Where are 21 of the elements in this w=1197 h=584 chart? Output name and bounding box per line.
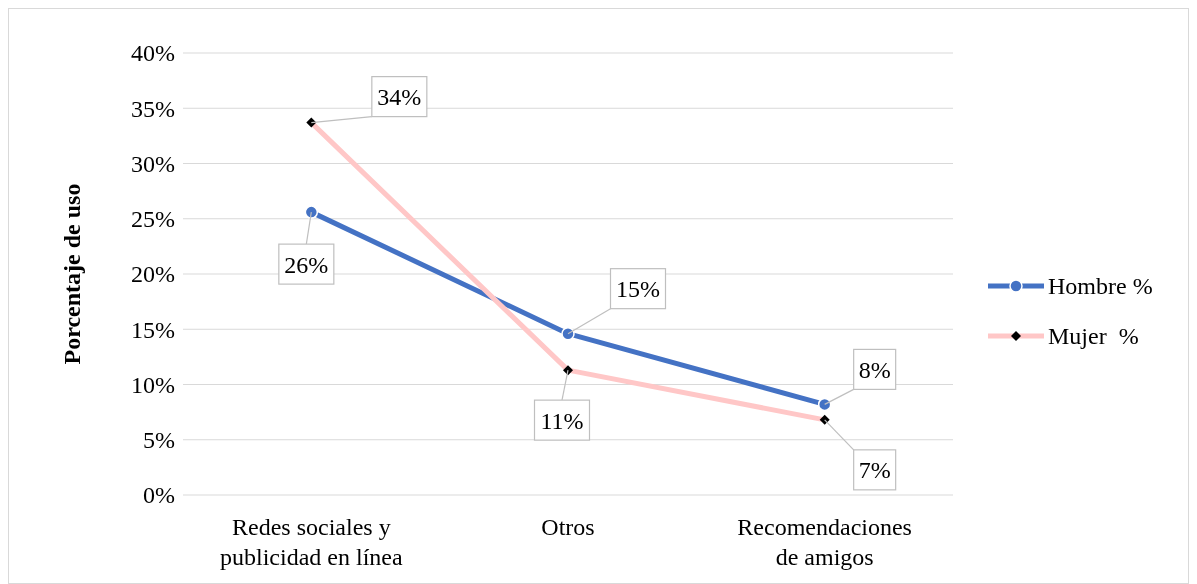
legend-label: Hombre % <box>1048 273 1153 300</box>
data-label: 34% <box>377 84 422 111</box>
data-label: 26% <box>284 251 329 278</box>
data-label: 7% <box>858 457 891 484</box>
x-tick-label: Redes sociales y publicidad en línea <box>220 514 403 570</box>
y-tick-label: 5% <box>143 427 175 454</box>
y-tick-label: 10% <box>131 371 175 398</box>
x-tick-label: Otros <box>541 514 595 540</box>
legend-label: Mujer % <box>1048 323 1139 350</box>
y-tick-label: 40% <box>131 40 175 67</box>
y-axis-title: Porcentaje de uso <box>59 183 85 365</box>
x-tick-label: Recomendaciones de amigos <box>737 514 912 570</box>
y-tick-label: 35% <box>131 95 175 122</box>
y-tick-label: 15% <box>131 316 175 343</box>
data-label: 15% <box>616 276 660 303</box>
y-tick-label: 20% <box>131 261 175 288</box>
data-label: 8% <box>858 356 891 383</box>
y-tick-label: 30% <box>131 150 175 177</box>
data-label: 11% <box>540 407 584 434</box>
y-tick-label: 0% <box>143 482 175 509</box>
y-tick-label: 25% <box>131 206 175 233</box>
